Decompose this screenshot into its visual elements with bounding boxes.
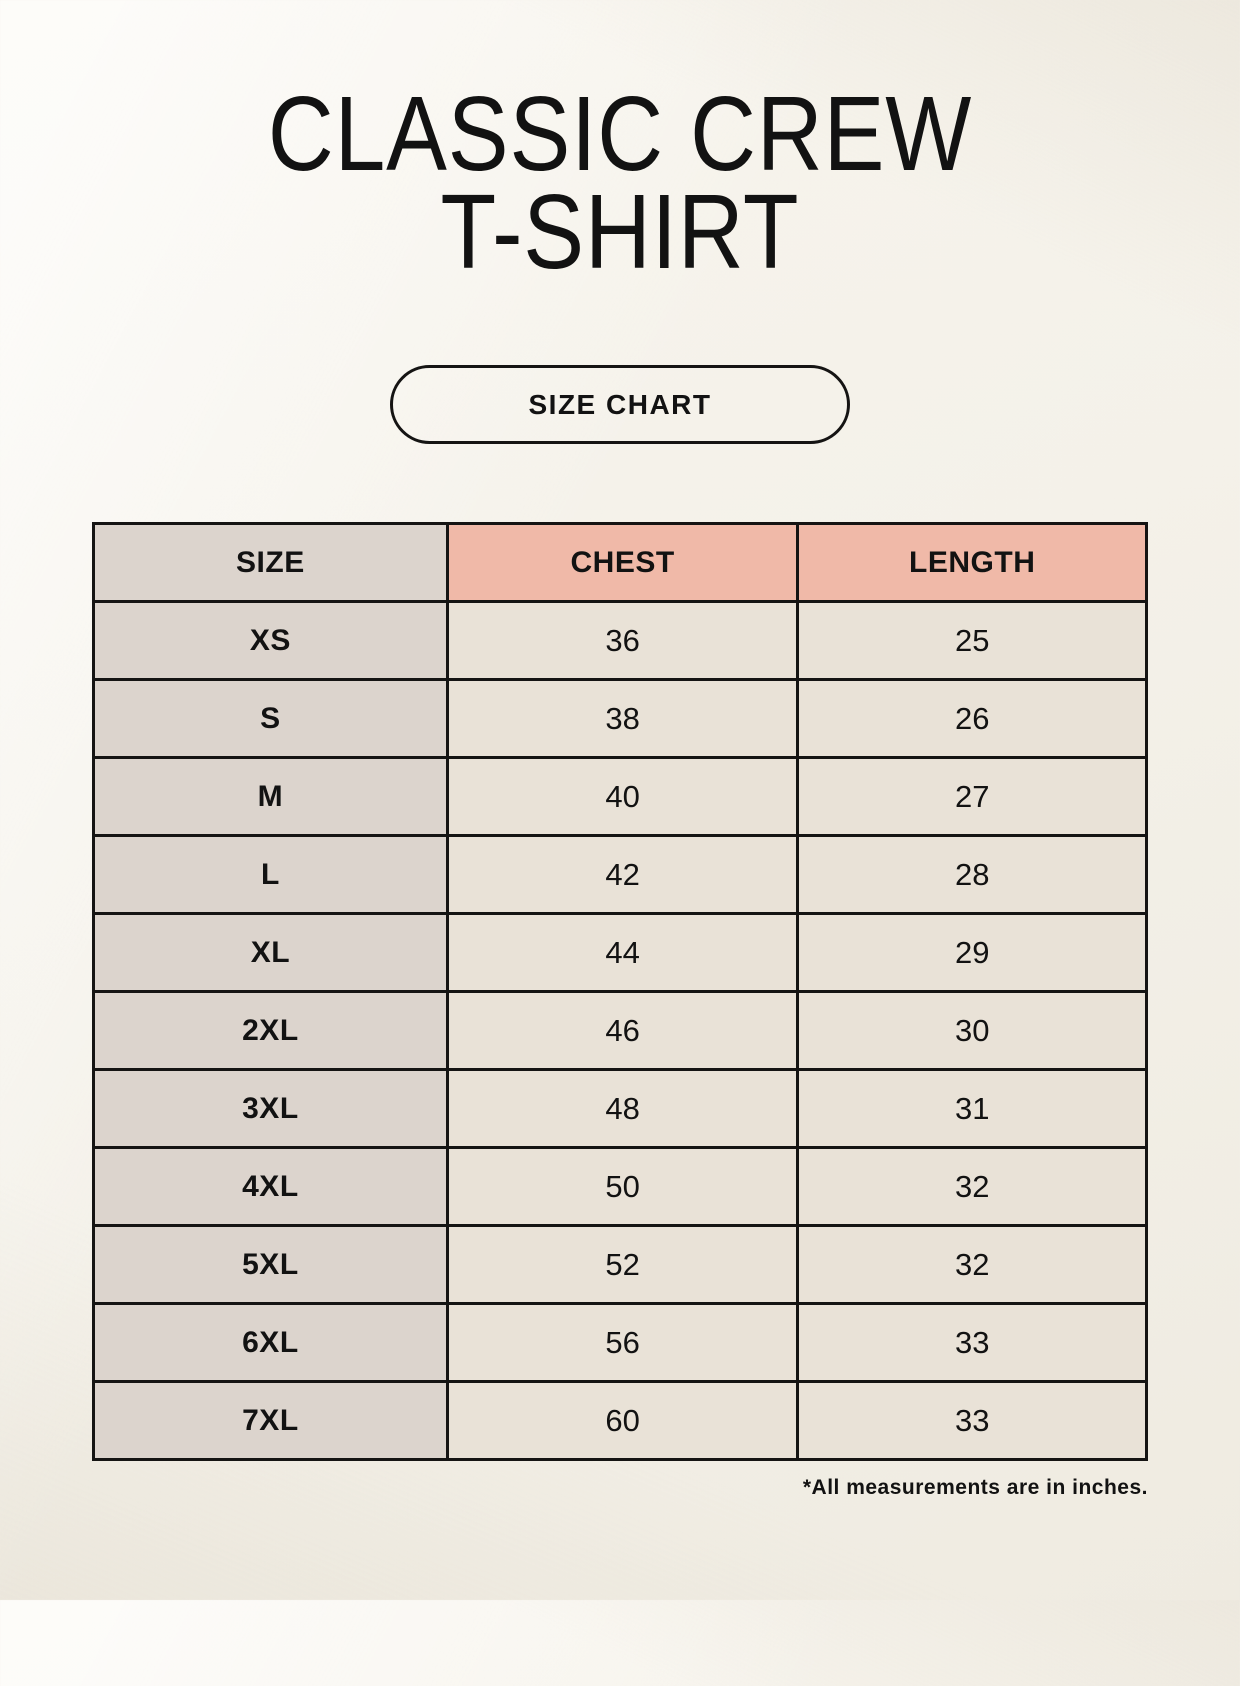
page-title-line2: T-SHIRT: [440, 172, 800, 291]
table-row: 3XL 48 31: [92, 1068, 1148, 1150]
size-cell: L: [92, 834, 449, 916]
chest-cell: 50: [445, 1146, 800, 1228]
chest-cell: 42: [445, 834, 800, 916]
length-cell: 31: [796, 1068, 1148, 1150]
size-cell: 2XL: [92, 990, 449, 1072]
length-cell: 27: [796, 756, 1148, 838]
size-cell: XL: [92, 912, 449, 994]
size-cell: 3XL: [92, 1068, 449, 1150]
size-cell: M: [92, 756, 449, 838]
measurements-footnote: *All measurements are in inches.: [802, 1476, 1148, 1500]
length-cell: 32: [796, 1224, 1148, 1306]
length-cell: 32: [796, 1146, 1148, 1228]
table-row: M 40 27: [92, 756, 1148, 838]
chest-cell: 48: [445, 1068, 800, 1150]
length-cell: 30: [796, 990, 1148, 1072]
size-cell: S: [92, 678, 449, 760]
length-cell: 26: [796, 678, 1148, 760]
chest-cell: 46: [445, 990, 800, 1072]
table-row: 4XL 50 32: [92, 1146, 1148, 1228]
table-row: 5XL 52 32: [92, 1224, 1148, 1306]
size-table-body: XS 36 25 S 38 26 M 40 27 L 42 28 XL 44: [92, 600, 1148, 1462]
column-header-chest: CHEST: [445, 522, 800, 604]
size-chart-table-container: SIZE CHEST LENGTH XS 36 25 S 38 26 M 40 …: [92, 522, 1148, 1500]
table-row: S 38 26: [92, 678, 1148, 760]
size-cell: 7XL: [92, 1380, 449, 1462]
table-row: XL 44 29: [92, 912, 1148, 994]
size-cell: 5XL: [92, 1224, 449, 1306]
table-row: 7XL 60 33: [92, 1380, 1148, 1462]
table-row: L 42 28: [92, 834, 1148, 916]
size-chart-table: SIZE CHEST LENGTH XS 36 25 S 38 26 M 40 …: [92, 522, 1148, 1462]
size-cell: 6XL: [92, 1302, 449, 1384]
length-cell: 28: [796, 834, 1148, 916]
column-header-size: SIZE: [92, 522, 449, 604]
table-row: 2XL 46 30: [92, 990, 1148, 1072]
chest-cell: 38: [445, 678, 800, 760]
size-chart-button[interactable]: SIZE CHART: [390, 365, 850, 445]
table-row: XS 36 25: [92, 600, 1148, 682]
length-cell: 25: [796, 600, 1148, 682]
length-cell: 33: [796, 1380, 1148, 1462]
page-title-line1: CLASSIC CREW: [267, 75, 973, 193]
table-row: 6XL 56 33: [92, 1302, 1148, 1384]
chest-cell: 56: [445, 1302, 800, 1384]
table-header-row: SIZE CHEST LENGTH: [92, 522, 1148, 604]
chest-cell: 52: [445, 1224, 800, 1306]
length-cell: 33: [796, 1302, 1148, 1384]
length-cell: 29: [796, 912, 1148, 994]
chest-cell: 40: [445, 756, 800, 838]
chest-cell: 36: [445, 600, 800, 682]
page-title: CLASSIC CREW T-SHIRT: [87, 81, 1153, 285]
size-cell: XS: [92, 600, 449, 682]
size-cell: 4XL: [92, 1146, 449, 1228]
column-header-length: LENGTH: [796, 522, 1148, 604]
chest-cell: 60: [445, 1380, 800, 1462]
chest-cell: 44: [445, 912, 800, 994]
